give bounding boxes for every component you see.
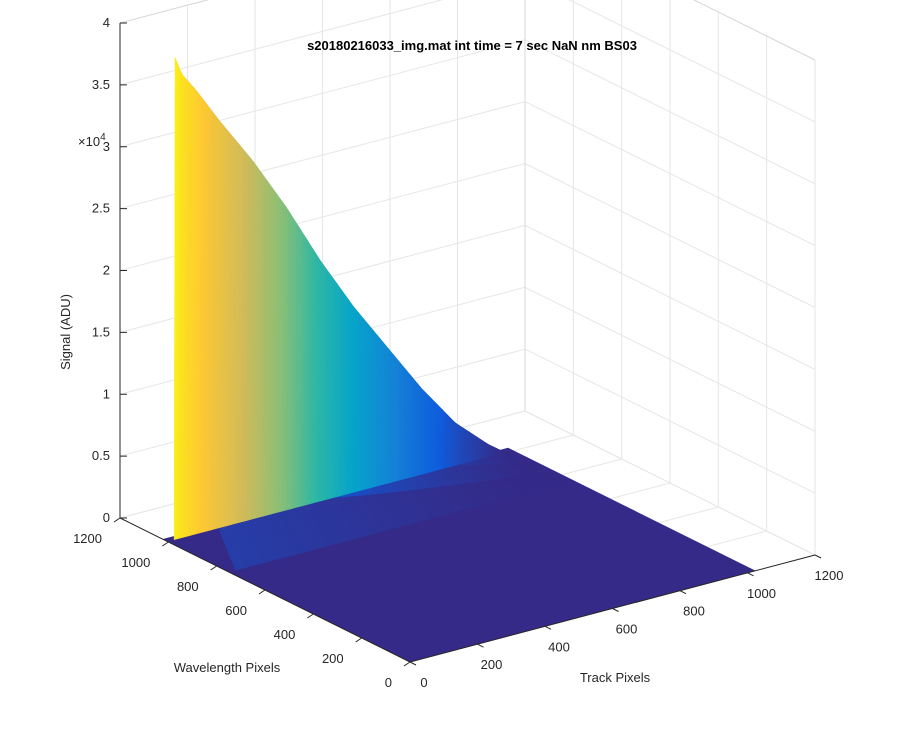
y-tick-mark bbox=[113, 517, 121, 523]
x-tick-mark bbox=[409, 661, 417, 666]
y-tick-label: 1000 bbox=[121, 555, 150, 570]
z-axis-label: Signal (ADU) bbox=[58, 294, 73, 370]
x-tick-label: 200 bbox=[481, 657, 503, 672]
z-tick-label: 2.5 bbox=[92, 201, 110, 216]
y-tick-mark bbox=[258, 589, 266, 595]
y-axis-label: Wavelength Pixels bbox=[174, 660, 281, 675]
x-tick-mark bbox=[747, 572, 754, 577]
y-tick-label: 200 bbox=[322, 651, 344, 666]
z-tick-label: 1.5 bbox=[92, 324, 110, 339]
x-tick-mark bbox=[544, 625, 552, 630]
y-tick-label: 600 bbox=[225, 603, 247, 618]
x-tick-label: 600 bbox=[616, 622, 638, 637]
surface bbox=[162, 57, 756, 662]
y-tick-mark bbox=[355, 637, 362, 643]
y-tick-mark bbox=[162, 541, 169, 547]
z-tick-label: 2 bbox=[103, 263, 110, 278]
z-scale-factor: ×104 bbox=[78, 132, 106, 149]
z-tick-label: 0.5 bbox=[92, 448, 110, 463]
x-tick-label: 800 bbox=[683, 604, 705, 619]
axes bbox=[113, 22, 822, 667]
y-tick-label: 400 bbox=[274, 627, 296, 642]
x-tick-mark bbox=[477, 643, 484, 648]
y-tick-label: 800 bbox=[177, 579, 199, 594]
y-tick-mark bbox=[210, 565, 217, 571]
y-tick-mark bbox=[307, 613, 314, 619]
x-tick-label: 0 bbox=[420, 675, 427, 690]
x-tick-label: 1000 bbox=[747, 586, 776, 601]
x-tick-mark bbox=[679, 590, 687, 595]
z-tick-label: 3 bbox=[103, 139, 110, 154]
x-tick-mark bbox=[814, 554, 822, 559]
x-tick-mark bbox=[612, 608, 619, 612]
z-tick-label: 1 bbox=[103, 386, 110, 401]
surface-crest bbox=[500, 450, 506, 454]
y-tick-mark bbox=[403, 661, 411, 667]
z-tick-label: 3.5 bbox=[92, 77, 110, 92]
z-tick-label: 4 bbox=[103, 15, 110, 30]
y-tick-label: 1200 bbox=[73, 531, 102, 546]
tick-labels: 0200400600800100012000200400600800100012… bbox=[73, 15, 843, 690]
chart-title: s20180216033_img.mat int time = 7 sec Na… bbox=[307, 38, 637, 53]
y-tick-label: 0 bbox=[385, 675, 392, 690]
x-tick-label: 1200 bbox=[815, 568, 844, 583]
x-tick-label: 400 bbox=[548, 639, 570, 654]
z-tick-label: 0 bbox=[103, 510, 110, 525]
x-axis-label: Track Pixels bbox=[580, 670, 651, 685]
